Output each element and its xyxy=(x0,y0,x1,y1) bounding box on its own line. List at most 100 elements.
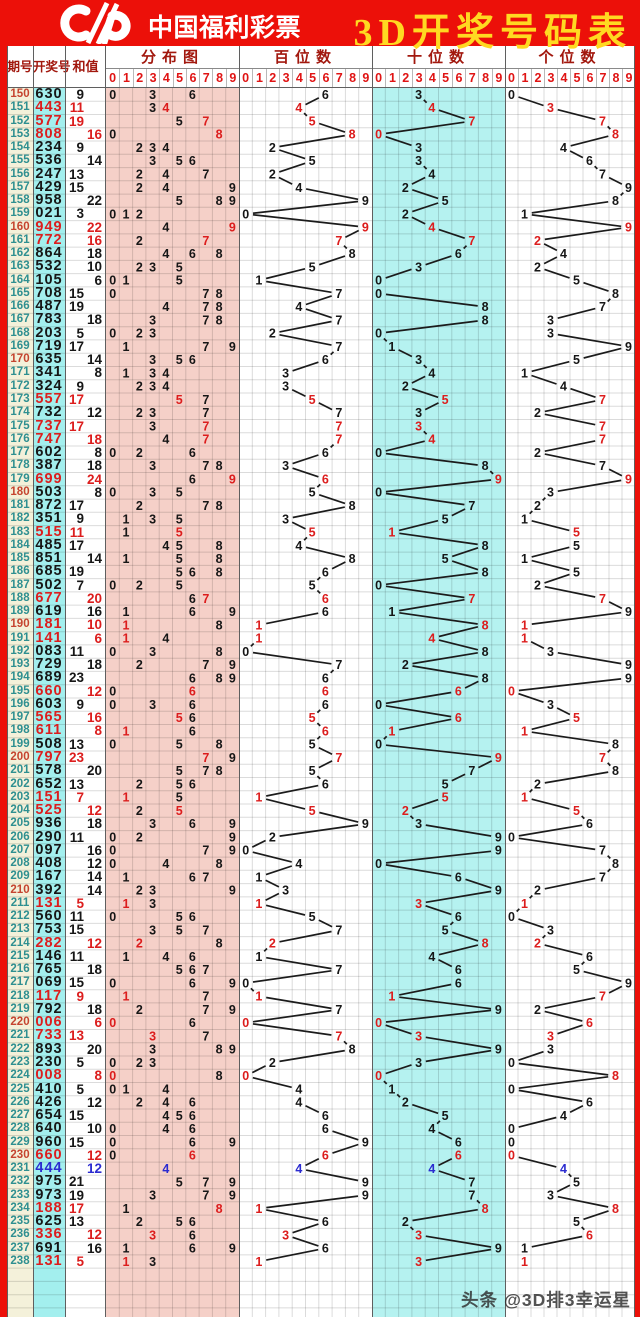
svg-text:5: 5 xyxy=(309,711,316,725)
digit-scale-label: 7 xyxy=(465,69,478,88)
number-cell: 181 xyxy=(35,616,63,633)
number-cell: 006 xyxy=(35,1014,63,1031)
period-cell: 187 xyxy=(10,578,30,591)
svg-text:7: 7 xyxy=(335,340,342,354)
svg-text:7: 7 xyxy=(202,658,209,672)
period-cell: 229 xyxy=(10,1135,30,1148)
separator xyxy=(239,46,240,1317)
period-cell: 175 xyxy=(10,419,30,432)
number-cell: 864 xyxy=(35,245,63,262)
number-cell: 689 xyxy=(35,669,63,686)
period-cell: 232 xyxy=(10,1175,30,1188)
sum-cell: 11 xyxy=(69,829,84,845)
svg-text:5: 5 xyxy=(176,579,183,593)
svg-text:6: 6 xyxy=(586,950,593,964)
svg-text:6: 6 xyxy=(322,88,329,102)
svg-text:2: 2 xyxy=(136,804,143,818)
svg-text:0: 0 xyxy=(242,844,249,858)
digit-scale-label: 5 xyxy=(305,69,319,88)
number-cell: 341 xyxy=(35,364,63,381)
svg-text:0: 0 xyxy=(109,1082,116,1096)
svg-text:0: 0 xyxy=(242,207,249,221)
svg-text:1: 1 xyxy=(255,1255,262,1269)
period-cell: 207 xyxy=(10,843,30,856)
svg-text:0: 0 xyxy=(109,1122,116,1136)
svg-text:4: 4 xyxy=(162,1109,169,1123)
number-cell: 336 xyxy=(35,1226,63,1243)
svg-text:2: 2 xyxy=(269,141,276,155)
svg-text:7: 7 xyxy=(468,1175,475,1189)
svg-text:2: 2 xyxy=(269,327,276,341)
number-cell: 324 xyxy=(35,377,63,394)
svg-text:5: 5 xyxy=(176,711,183,725)
number-cell: 105 xyxy=(35,271,63,288)
svg-text:1: 1 xyxy=(123,632,130,646)
svg-text:4: 4 xyxy=(162,1122,169,1136)
svg-text:8: 8 xyxy=(216,764,223,778)
svg-text:6: 6 xyxy=(189,1242,196,1256)
svg-text:8: 8 xyxy=(216,313,223,327)
svg-text:2: 2 xyxy=(534,579,541,593)
period-cell: 210 xyxy=(10,883,30,896)
number-cell: 203 xyxy=(35,324,63,341)
sum-cell: 24 xyxy=(86,471,102,487)
svg-text:7: 7 xyxy=(202,923,209,937)
svg-text:4: 4 xyxy=(295,539,302,553)
svg-text:0: 0 xyxy=(375,287,382,301)
svg-text:0: 0 xyxy=(109,579,116,593)
svg-text:2: 2 xyxy=(136,1003,143,1017)
svg-text:0: 0 xyxy=(375,698,382,712)
svg-text:9: 9 xyxy=(229,1189,236,1203)
svg-text:7: 7 xyxy=(202,1175,209,1189)
svg-text:7: 7 xyxy=(599,300,606,314)
period-cell: 189 xyxy=(10,605,30,618)
svg-text:5: 5 xyxy=(442,923,449,937)
period-cell: 164 xyxy=(10,273,30,286)
svg-text:4: 4 xyxy=(560,247,567,261)
sum-cell: 13 xyxy=(68,166,84,182)
svg-text:6: 6 xyxy=(189,1122,196,1136)
svg-text:2: 2 xyxy=(534,260,541,274)
svg-text:1: 1 xyxy=(521,366,528,380)
number-cell: 487 xyxy=(35,298,63,315)
svg-text:6: 6 xyxy=(455,711,462,725)
svg-text:4: 4 xyxy=(162,221,169,235)
svg-text:5: 5 xyxy=(176,260,183,274)
period-cell: 219 xyxy=(10,1002,30,1015)
svg-text:9: 9 xyxy=(495,884,502,898)
svg-text:9: 9 xyxy=(495,473,502,487)
digit-scale-label: 0 xyxy=(375,71,383,85)
svg-text:7: 7 xyxy=(202,234,209,248)
svg-text:6: 6 xyxy=(189,950,196,964)
svg-text:2: 2 xyxy=(136,181,143,195)
svg-text:0: 0 xyxy=(109,1016,116,1030)
svg-text:4: 4 xyxy=(295,300,302,314)
number-cell: 008 xyxy=(35,1067,63,1084)
svg-text:1: 1 xyxy=(123,724,130,738)
sum-cell: 18 xyxy=(86,657,102,673)
period-cell: 202 xyxy=(10,777,30,790)
sum-cell: 10 xyxy=(86,1121,102,1137)
svg-text:9: 9 xyxy=(229,671,236,685)
svg-text:0: 0 xyxy=(109,910,116,924)
svg-text:3: 3 xyxy=(149,419,156,433)
svg-text:6: 6 xyxy=(189,685,196,699)
svg-text:7: 7 xyxy=(202,1189,209,1203)
svg-text:8: 8 xyxy=(216,194,223,208)
svg-text:8: 8 xyxy=(216,857,223,871)
svg-text:7: 7 xyxy=(202,751,209,765)
period-cell: 154 xyxy=(10,141,30,154)
period-header: 期号 xyxy=(7,60,33,74)
svg-text:8: 8 xyxy=(216,287,223,301)
cfp-logo-icon xyxy=(60,2,131,44)
sum-cell: 15 xyxy=(68,1134,84,1150)
svg-text:5: 5 xyxy=(176,194,183,208)
svg-text:6: 6 xyxy=(189,605,196,619)
svg-text:8: 8 xyxy=(482,618,489,632)
number-cell: 131 xyxy=(35,894,63,911)
svg-text:1: 1 xyxy=(388,605,395,619)
digit-scale-label: 6 xyxy=(318,69,332,88)
svg-text:3: 3 xyxy=(415,406,422,420)
svg-text:7: 7 xyxy=(335,923,342,937)
